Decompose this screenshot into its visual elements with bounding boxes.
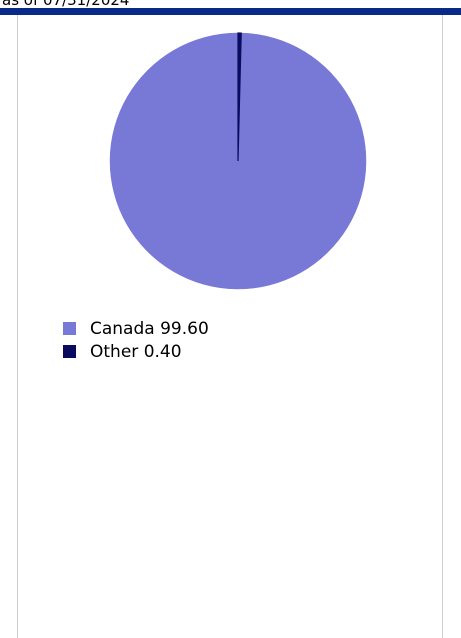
legend-label-canada: Canada 99.60 <box>90 319 209 339</box>
chart-legend: Canada 99.60 Other 0.40 <box>63 317 209 363</box>
legend-name-canada: Canada <box>90 318 155 339</box>
legend-swatch-canada <box>63 322 76 335</box>
legend-name-other: Other <box>90 341 139 362</box>
as-of-date: as of 07/31/2024 <box>2 0 130 9</box>
legend-swatch-other <box>63 345 76 358</box>
legend-value-other: 0.40 <box>143 341 182 362</box>
legend-label-other: Other 0.40 <box>90 342 182 362</box>
legend-value-canada: 99.60 <box>160 318 209 339</box>
legend-item-canada: Canada 99.60 <box>63 317 209 340</box>
legend-item-other: Other 0.40 <box>63 340 209 363</box>
accent-bar <box>0 8 461 15</box>
